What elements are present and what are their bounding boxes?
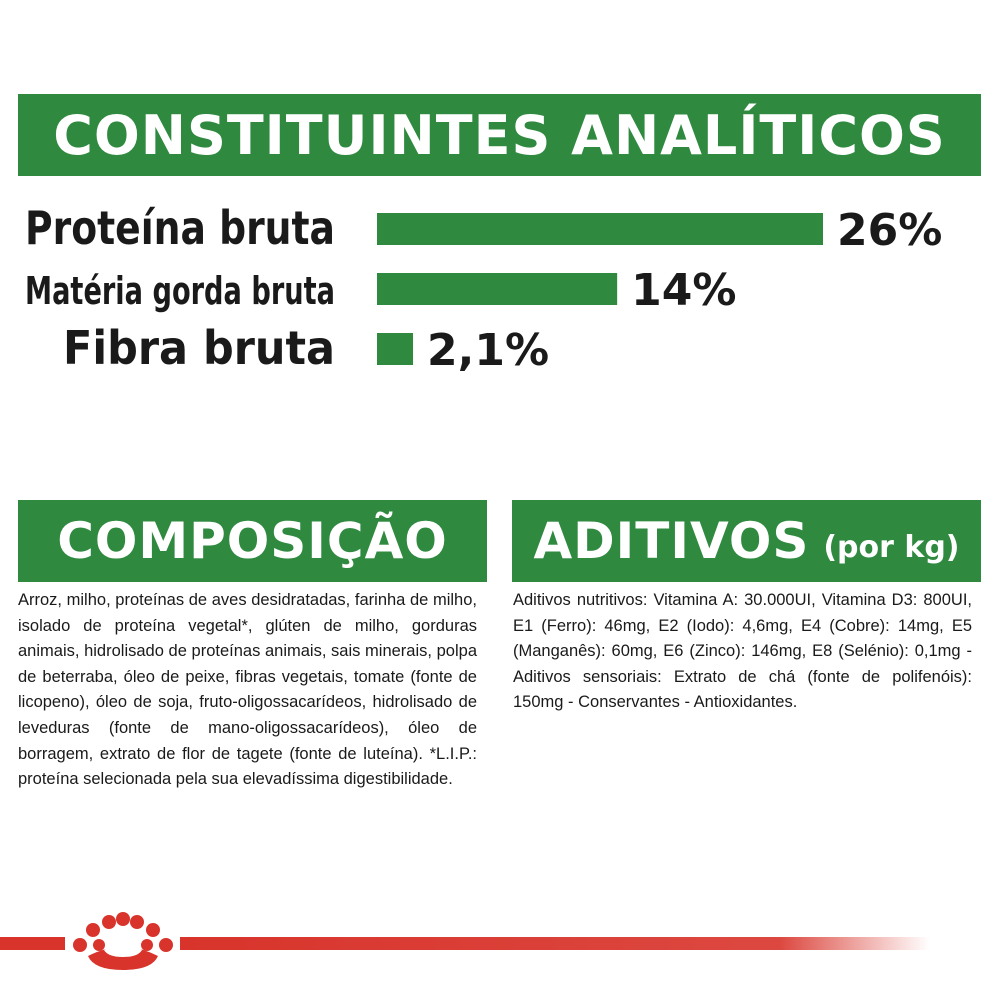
composition-text: Arroz, milho, proteínas de aves desidrat… [18, 591, 477, 789]
category-label: Matéria gorda bruta [25, 269, 335, 313]
royal-canin-crown-icon [73, 912, 173, 970]
bar [377, 333, 414, 365]
composition-banner: COMPOSIÇÃO [18, 500, 487, 582]
bar [377, 273, 618, 305]
footer-stripe-left [0, 937, 65, 950]
analytical-constituents-chart: Proteína bruta 26% Matéria gorda bruta 14% F… [25, 201, 942, 376]
value-label: 26% [837, 205, 942, 256]
analytical-constituents-title: CONSTITUINTES ANALÍTICOS [53, 103, 946, 167]
footer-brand-strip [0, 912, 930, 970]
category-label: Proteína bruta [25, 201, 335, 255]
additives-subtitle: (por kg) [823, 529, 960, 565]
additives-title: ADITIVOS [533, 512, 810, 570]
bar [377, 213, 823, 245]
additives-text: Aditivos nutritivos: Vitamina A: 30.000U… [513, 591, 972, 712]
footer-stripe-right [180, 937, 930, 950]
additives-banner: ADITIVOS (por kg) [512, 500, 981, 582]
value-label: 2,1% [427, 325, 549, 376]
category-label: Fibra bruta [63, 321, 335, 375]
composition-title: COMPOSIÇÃO [57, 512, 448, 570]
analytical-constituents-banner: CONSTITUINTES ANALÍTICOS [18, 94, 981, 176]
value-label: 14% [631, 265, 736, 316]
